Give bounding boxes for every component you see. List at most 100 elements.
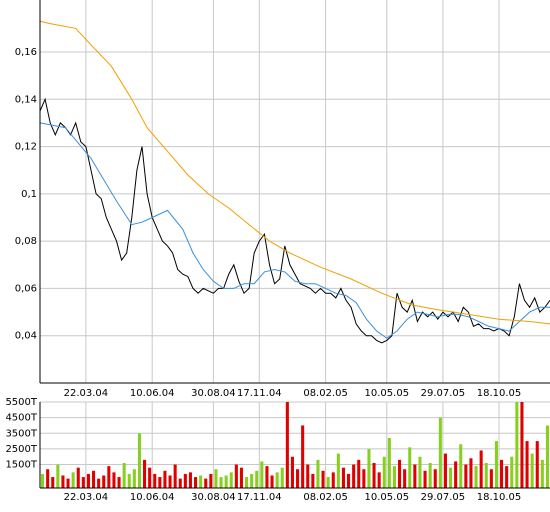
volume-bar [413,464,417,488]
x-tick-label: 10.06.04 [130,492,175,503]
y-tick-label: 0,1 [21,189,37,200]
volume-bar [336,453,340,488]
y-tick-label: 0,04 [15,331,37,342]
volume-bar [377,472,381,488]
volume-bar [219,477,223,488]
volume-bar [158,477,162,488]
y-tick-label: 0,12 [15,142,37,153]
volume-bar [285,402,289,488]
x-tick-label: 22.03.04 [64,492,109,503]
volume-bar [86,473,90,488]
volume-bar [494,441,498,488]
volume-bar [545,425,549,488]
volume-bar [245,477,249,488]
volume-bar [484,462,488,488]
volume-bar [510,456,514,488]
volume-bar [107,466,111,488]
y-tick-label: 3500T [5,428,37,439]
volume-bar [41,473,45,488]
volume-bar [153,473,157,488]
volume-bar [81,477,85,488]
volume-bar [296,469,300,488]
x-tick-label: 17.11.04 [237,388,282,399]
volume-bar [209,473,213,488]
volume-bar [408,447,412,488]
y-tick-label: 0,06 [15,283,37,294]
volume-bar [382,456,386,488]
volume-bar [122,462,126,488]
volume-bar [127,473,131,488]
volume-bar [372,462,376,488]
volume-bar [260,461,264,488]
volume-bar [341,467,345,488]
volume-bar [270,475,274,488]
volume-bar [301,425,305,488]
volume-bar [428,462,432,488]
volume-bar [530,453,534,488]
volume-bar [265,466,269,488]
volume-bar [194,477,198,488]
x-tick-label: 29.07.05 [421,492,466,503]
volume-bar [423,470,427,488]
x-tick-label: 10.05.05 [365,388,410,399]
volume-bar [132,469,136,488]
volume-bar [239,467,243,488]
volume-bar [112,472,116,488]
volume-bar [316,459,320,488]
volume-bar [188,472,192,488]
y-tick-label: 5500T [5,397,37,408]
volume-bar [255,470,259,488]
volume-bar [489,469,493,488]
volume-bar [168,475,172,488]
volume-bar [479,450,483,488]
volume-bar [474,466,478,488]
y-tick-label: 4500T [5,413,37,424]
y-tick-label: 0,08 [15,236,37,247]
x-tick-label: 17.11.04 [237,492,282,503]
volume-bar [449,467,453,488]
price-line [39,122,550,339]
volume-bar [469,458,473,488]
volume-bar [306,464,310,488]
volume-bar [367,448,371,488]
volume-bar [392,466,396,488]
price-line [39,97,550,344]
volume-bar [204,478,208,488]
volume-bar [163,470,167,488]
x-tick-label: 18.10.05 [477,388,522,399]
volume-bar [214,469,218,488]
volume-bar [321,470,325,488]
volume-bar [137,433,141,488]
volume-bar [229,472,233,488]
volume-bar [459,444,463,488]
x-tick-label: 30.08.04 [191,388,236,399]
x-tick-label: 22.03.04 [64,388,109,399]
volume-bar [540,459,544,488]
x-tick-label: 08.02.05 [303,492,348,503]
y-tick-label: 0,16 [15,47,37,58]
volume-bar [173,464,177,488]
y-tick-label: 0,14 [15,94,37,105]
volume-bar [92,470,96,488]
volume-bar [418,456,422,488]
volume-bar [520,402,524,488]
volume-bar [500,459,504,488]
volume-bar [290,456,294,488]
volume-bar [46,469,50,488]
x-tick-label: 10.06.04 [130,388,175,399]
volume-bar [454,461,458,488]
volume-bar [66,478,70,488]
volume-bar [505,466,509,488]
volume-bar [199,475,203,488]
volume-bar [183,473,187,488]
volume-bar [61,475,65,488]
volume-bar [331,472,335,488]
volume-bar [102,475,106,488]
x-tick-label: 30.08.04 [191,492,236,503]
volume-bar [433,469,437,488]
volume-bar [51,477,55,488]
volume-bar [352,464,356,488]
volume-bar [347,473,351,488]
volume-bar [76,467,80,488]
